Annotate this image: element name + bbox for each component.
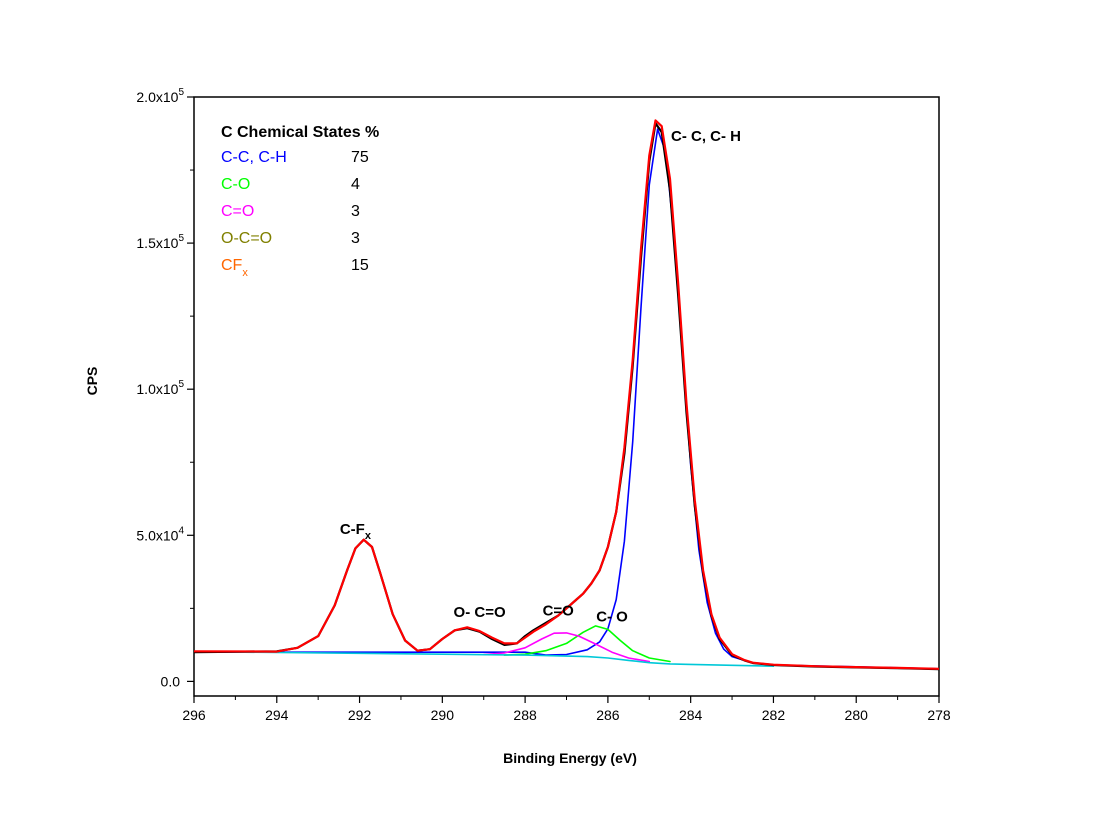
x-tick-label: 280: [845, 707, 869, 723]
x-tick-label: 290: [431, 707, 455, 723]
legend-label: C-C, C-H: [221, 149, 287, 166]
legend: C Chemical States % C-C, C-H 75 C-O 4 C=O 3 O-…: [221, 124, 379, 279]
legend-value: 3: [351, 203, 360, 220]
series-c-o: [482, 632, 651, 663]
series-layer: [194, 119, 939, 671]
x-tick-label: 282: [762, 707, 786, 723]
x-tick-label: 288: [513, 707, 537, 723]
y-tick-label: 1.0x105: [136, 379, 184, 397]
legend-value: 75: [351, 149, 369, 166]
legend-value: 4: [351, 176, 360, 193]
legend-value: 3: [351, 230, 360, 247]
legend-label: C=O: [221, 203, 254, 220]
y-axis-title: CPS: [84, 367, 100, 396]
series-c-c-c-h: [194, 128, 939, 670]
x-tick-label: 292: [348, 707, 372, 723]
axis-layer: 296 294 292 290 288 286 284 282 280 278 0.0 5.0x104…: [136, 87, 951, 723]
y-tick-label: 2.0x105: [136, 87, 184, 105]
x-tick-label: 296: [182, 707, 206, 723]
y-tick-label: 5.0x104: [136, 525, 184, 543]
legend-label: CFx: [221, 257, 248, 279]
y-tick-label: 1.5x105: [136, 233, 184, 251]
y-tick-label: 0.0: [161, 673, 181, 689]
x-tick-label: 286: [596, 707, 620, 723]
legend-title: C Chemical States %: [221, 124, 379, 141]
x-tick-label: 284: [679, 707, 703, 723]
peak-annotation: C- C, C- H: [671, 128, 741, 145]
legend-label: O-C=O: [221, 230, 272, 247]
peak-annotation: C-Fx: [340, 521, 372, 542]
series-envelope: [194, 119, 939, 670]
legend-label: C-O: [221, 176, 250, 193]
series-c-o: [503, 625, 671, 663]
annotation-layer: C- C, C- H C-Fx O- C=O C=O C- O: [340, 128, 741, 626]
x-tick-label: 294: [265, 707, 289, 723]
peak-annotation: C- O: [596, 608, 628, 625]
legend-value: 15: [351, 257, 369, 274]
series-background: [194, 650, 775, 667]
x-tick-label: 278: [927, 707, 951, 723]
peak-annotation: C=O: [543, 603, 575, 620]
peak-annotation: O- C=O: [454, 604, 506, 621]
series-measured: [194, 122, 939, 671]
x-axis-title: Binding Energy (eV): [503, 750, 637, 766]
